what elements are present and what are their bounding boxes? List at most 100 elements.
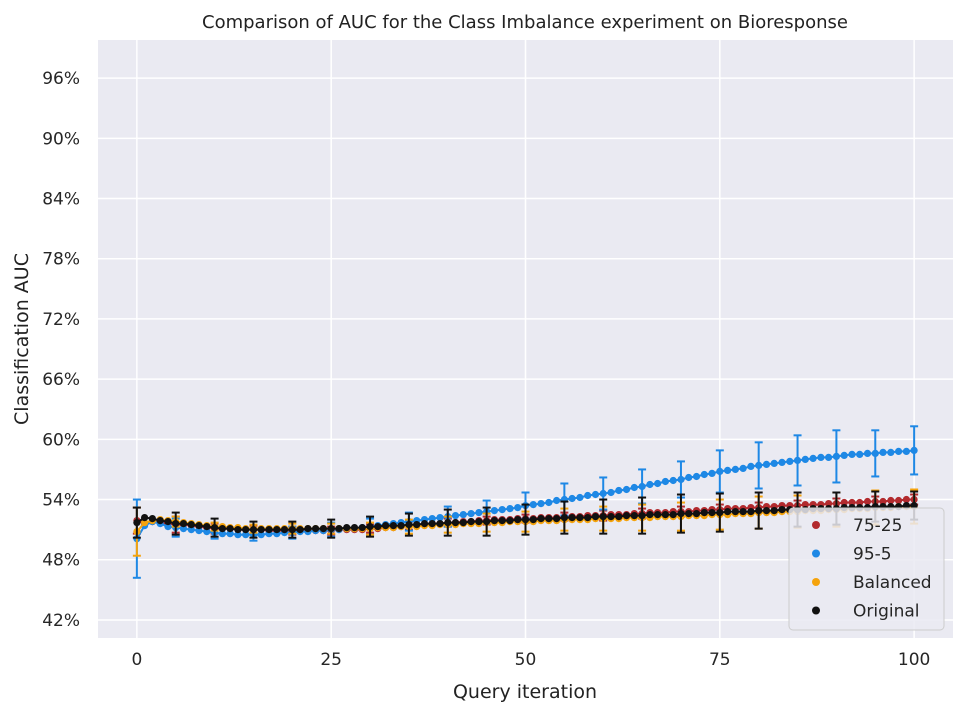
data-point <box>467 518 475 526</box>
data-point <box>545 515 553 523</box>
data-point <box>382 522 390 530</box>
data-point <box>374 523 382 531</box>
data-point <box>770 507 778 515</box>
data-point <box>755 507 763 515</box>
data-point <box>179 520 188 528</box>
data-point <box>203 528 211 536</box>
data-point <box>646 510 654 519</box>
legend-marker <box>812 606 820 615</box>
data-point <box>622 485 631 494</box>
data-point <box>195 527 203 535</box>
y-axis-label: Classification AUC <box>11 253 33 425</box>
data-point <box>840 451 848 459</box>
data-point <box>895 496 903 505</box>
data-point <box>654 510 662 519</box>
legend-label: Balanced <box>853 573 932 593</box>
data-point <box>459 510 467 519</box>
data-point <box>273 526 281 534</box>
data-point <box>692 472 701 481</box>
data-point <box>661 477 670 486</box>
data-point <box>871 449 879 457</box>
data-point <box>863 449 872 457</box>
data-point <box>568 494 576 503</box>
data-point <box>141 519 149 527</box>
data-point <box>584 491 592 500</box>
data-point <box>560 514 569 522</box>
x-tick-label: 50 <box>515 650 537 670</box>
data-point <box>529 516 537 524</box>
data-point <box>242 531 250 539</box>
data-point <box>910 446 918 454</box>
data-point <box>677 509 685 518</box>
x-tick-label: 75 <box>709 650 731 670</box>
data-point <box>545 498 553 507</box>
data-point <box>475 508 483 517</box>
data-point <box>591 490 600 499</box>
data-point <box>405 521 413 529</box>
data-point <box>902 447 911 455</box>
data-point <box>902 502 911 510</box>
data-point <box>591 513 600 521</box>
data-point <box>218 525 226 533</box>
data-point <box>576 514 584 522</box>
data-point <box>234 531 242 539</box>
data-point <box>700 470 708 479</box>
legend-box <box>788 507 945 631</box>
data-point <box>343 524 351 532</box>
data-point <box>793 456 802 464</box>
data-point <box>226 530 234 538</box>
data-point <box>887 496 895 505</box>
data-point <box>700 508 708 517</box>
data-point <box>739 464 747 472</box>
data-point <box>708 508 716 517</box>
legend-label: 95-5 <box>853 545 892 565</box>
data-point <box>226 525 234 533</box>
legend-marker <box>812 521 820 529</box>
data-point <box>187 526 195 534</box>
y-tick-label: 78% <box>42 250 80 270</box>
axis-ticks: 0 25 50 75 100 42% 48% 54% 60% 66% 72% 78% 84% 90% 96% <box>42 69 930 670</box>
data-point <box>863 497 872 506</box>
data-point <box>451 511 460 520</box>
data-point <box>529 501 537 509</box>
data-point <box>724 508 732 516</box>
data-point <box>350 524 359 532</box>
data-point <box>576 493 584 502</box>
data-point <box>148 515 156 523</box>
data-point <box>848 498 856 507</box>
data-point <box>902 495 911 504</box>
data-point <box>584 514 592 522</box>
x-axis-label: Query iteration <box>453 681 597 703</box>
data-point <box>685 509 693 518</box>
data-point <box>187 521 195 529</box>
data-point <box>211 524 219 532</box>
y-tick-label: 66% <box>42 370 80 390</box>
data-point <box>553 496 561 505</box>
data-point <box>490 507 498 515</box>
chart-title: Comparison of AUC for the Class Imbalanc… <box>202 12 848 33</box>
data-point <box>755 461 763 469</box>
data-point <box>203 523 211 531</box>
data-point <box>218 530 226 538</box>
data-point <box>762 507 771 515</box>
data-point <box>677 475 685 484</box>
data-point <box>731 508 740 516</box>
data-point <box>817 453 825 461</box>
data-point <box>483 518 491 526</box>
data-point <box>141 514 149 522</box>
data-point <box>801 455 809 463</box>
data-point <box>607 513 615 521</box>
data-point <box>599 513 607 521</box>
series-layer <box>132 425 919 579</box>
data-point <box>654 479 662 488</box>
data-point <box>638 482 646 491</box>
data-point <box>825 500 833 508</box>
data-point <box>537 500 545 508</box>
data-point <box>164 523 172 531</box>
data-point <box>716 508 724 517</box>
data-point <box>708 469 716 477</box>
data-point <box>444 519 452 527</box>
legend: 75-25 95-5 Balanced Original <box>788 507 945 631</box>
data-point <box>778 458 786 466</box>
